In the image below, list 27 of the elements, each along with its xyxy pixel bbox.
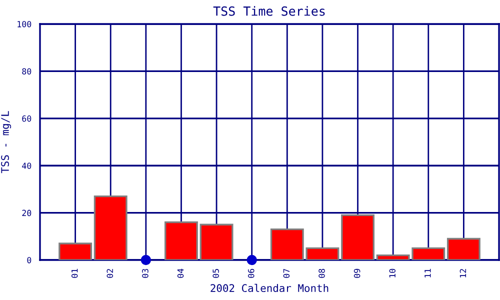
bar bbox=[58, 242, 92, 260]
x-tick-label: 02 bbox=[106, 269, 114, 278]
y-tick-label: 80 bbox=[22, 68, 32, 75]
y-tick-label: 60 bbox=[22, 115, 32, 122]
bar bbox=[200, 224, 234, 260]
bar bbox=[446, 238, 480, 260]
bar bbox=[94, 195, 128, 260]
x-tick-label: 03 bbox=[142, 268, 148, 278]
x-tick-label: 01 bbox=[71, 268, 78, 278]
bar bbox=[341, 214, 374, 260]
x-tick-label: 07 bbox=[283, 268, 290, 278]
x-tick-label: 08 bbox=[318, 268, 325, 278]
bar bbox=[164, 221, 198, 260]
x-tick-label: 09 bbox=[354, 268, 360, 278]
y-tick-label: 100 bbox=[18, 21, 32, 28]
x-tick-label: 10 bbox=[389, 268, 396, 278]
x-tick-label: 11 bbox=[424, 268, 431, 278]
x-tick-label: 05 bbox=[212, 269, 219, 278]
y-tick-label: 0 bbox=[27, 257, 32, 264]
y-axis-title: TSS - mg/L bbox=[1, 111, 12, 174]
chart-title: TSS Time Series bbox=[213, 6, 325, 16]
x-tick-label: 04 bbox=[177, 268, 184, 278]
x-tick-label: 12 bbox=[460, 269, 466, 278]
y-tick-label: 20 bbox=[22, 210, 32, 216]
x-tick-label: 06 bbox=[248, 268, 254, 278]
y-tick-label: 40 bbox=[22, 162, 32, 169]
x-axis-title: 2002 Calendar Month bbox=[210, 284, 328, 292]
